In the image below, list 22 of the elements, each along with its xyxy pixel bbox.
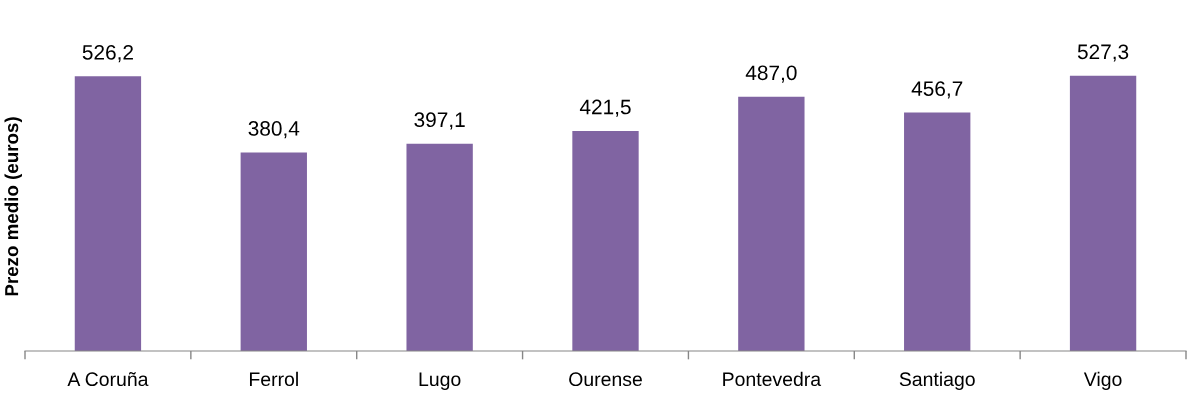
- x-tick-label: A Coruña: [67, 371, 149, 387]
- y-axis-title: Prezo medio (euros): [4, 117, 22, 296]
- x-tick-label: Pontevedra: [723, 371, 822, 387]
- data-label: 527,3: [1077, 44, 1129, 62]
- x-tick-label: Ourense: [569, 372, 642, 387]
- bar: [904, 112, 971, 351]
- bar: [738, 96, 805, 351]
- x-tick-label: Vigo: [1083, 371, 1122, 390]
- data-label: 421,5: [579, 99, 631, 117]
- bar: [1069, 75, 1137, 351]
- data-label: 487,0: [745, 65, 797, 83]
- data-label: 397,1: [414, 112, 465, 130]
- data-label: 456,7: [911, 81, 963, 99]
- x-tick-label: Lugo: [419, 372, 461, 390]
- x-tick-label: Ferrol: [250, 371, 298, 387]
- bar: [572, 130, 639, 351]
- bar: [74, 76, 142, 351]
- bar: [240, 152, 307, 351]
- data-label: 526,2: [82, 44, 133, 63]
- x-tick-label: Santiago: [899, 371, 975, 390]
- data-label: 380,4: [248, 121, 300, 139]
- bar: [406, 143, 473, 351]
